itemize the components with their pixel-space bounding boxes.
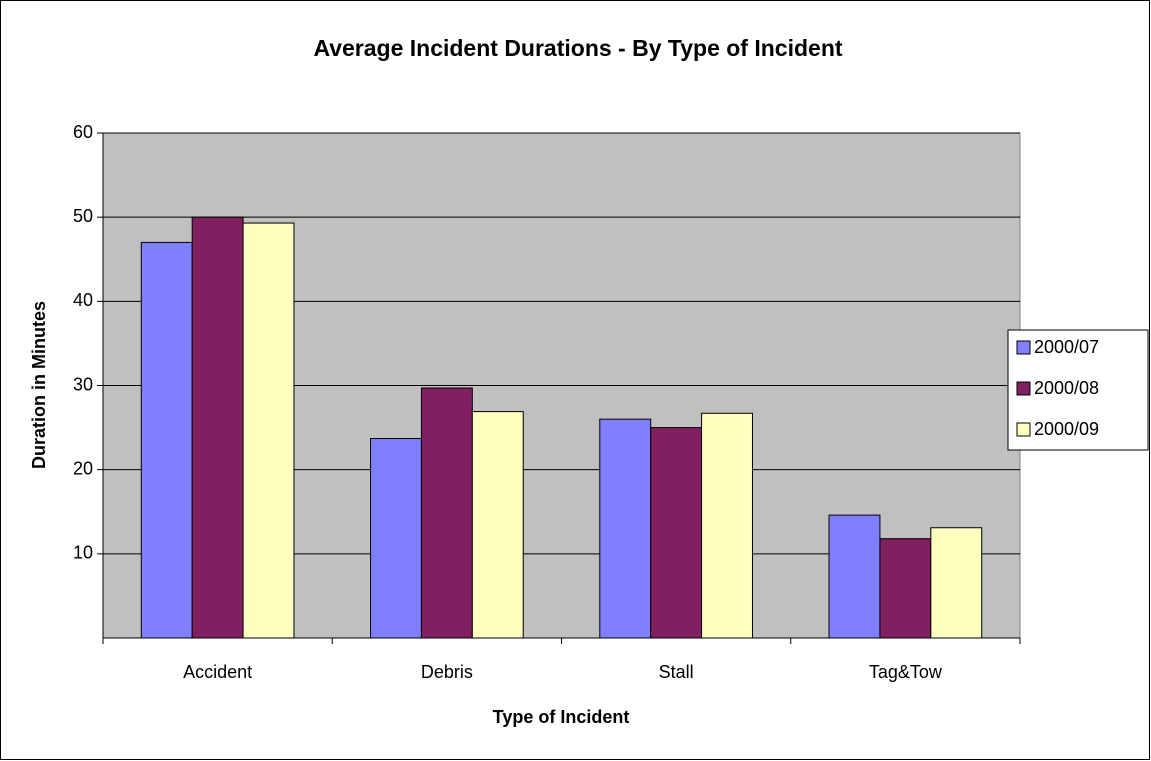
bar <box>370 438 422 639</box>
legend-label: 2000/09 <box>1034 419 1099 439</box>
bar <box>140 241 193 639</box>
bar <box>828 514 881 639</box>
x-tick-label: Stall <box>659 662 694 682</box>
legend-swatch <box>1016 422 1031 437</box>
y-axis-label: Duration in Minutes <box>29 301 49 469</box>
bar <box>650 427 703 639</box>
y-tick-label: 20 <box>73 458 93 478</box>
legend-label: 2000/08 <box>1034 378 1099 398</box>
bar <box>930 527 983 639</box>
legend-swatch <box>1016 340 1031 355</box>
bar <box>420 387 473 639</box>
x-axis-label: Type of Incident <box>493 707 630 727</box>
x-tick-label: Debris <box>421 662 473 682</box>
y-tick-label: 30 <box>73 374 93 394</box>
y-tick-label: 40 <box>73 290 93 310</box>
x-tick-label: Tag&Tow <box>869 662 943 682</box>
y-tick-label: 50 <box>73 206 93 226</box>
bar <box>599 418 652 639</box>
x-tick-label: Accident <box>183 662 252 682</box>
y-tick-label: 10 <box>73 543 93 563</box>
legend-label: 2000/07 <box>1034 337 1099 357</box>
legend-box <box>1007 329 1149 451</box>
bar <box>242 222 295 639</box>
bar <box>701 412 753 639</box>
bar <box>879 538 932 639</box>
bar <box>191 216 244 639</box>
legend-swatch <box>1016 381 1031 396</box>
chart-title: Average Incident Durations - By Type of … <box>313 35 842 61</box>
bar <box>471 411 524 639</box>
y-tick-label: 60 <box>73 122 93 142</box>
